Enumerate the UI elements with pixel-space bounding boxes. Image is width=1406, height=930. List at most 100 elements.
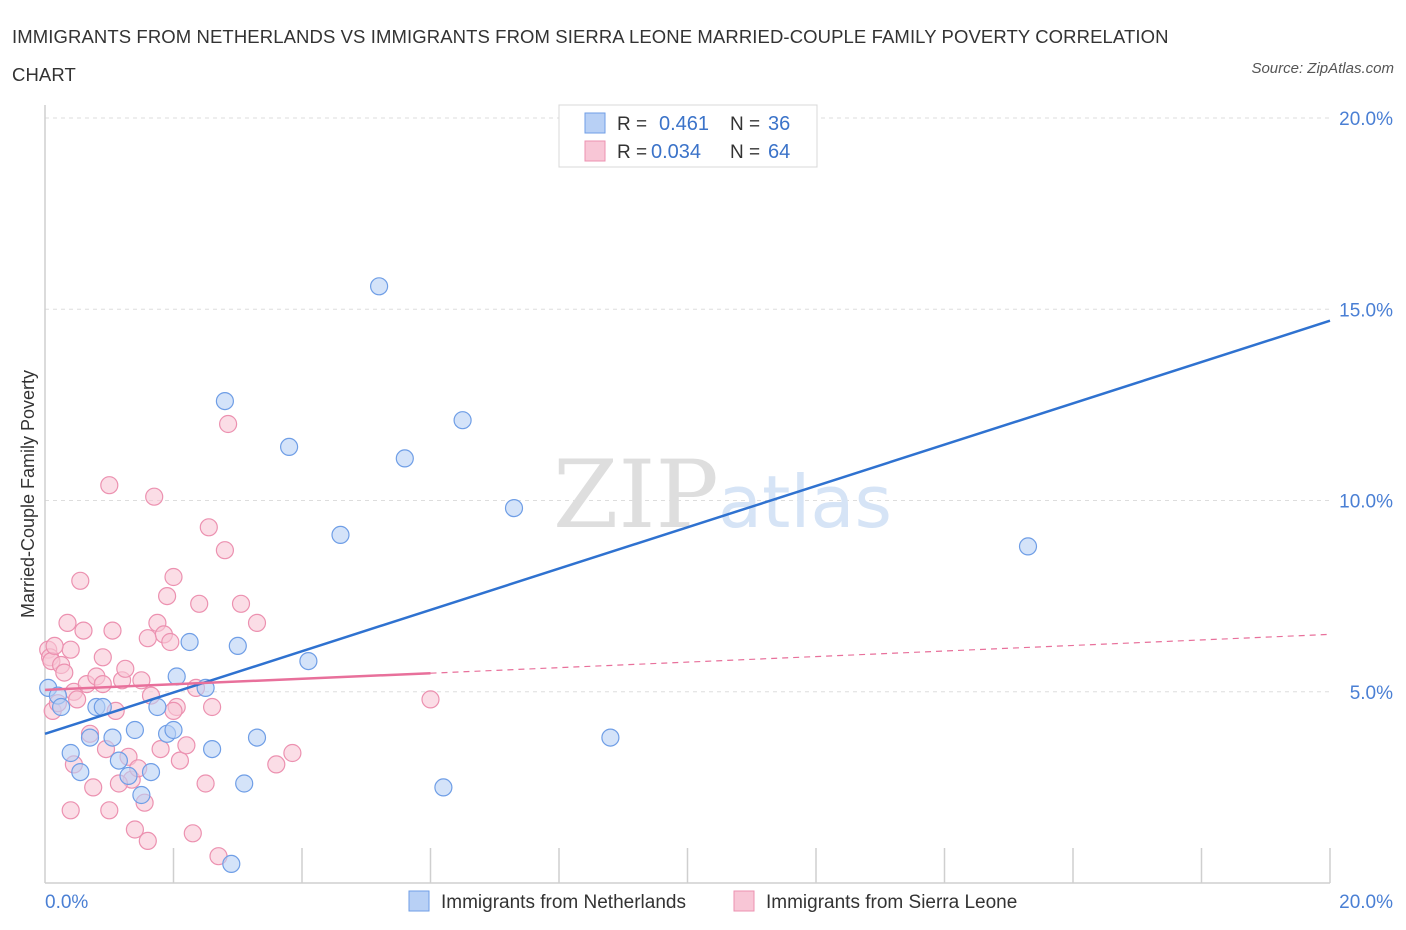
netherlands-point (167, 667, 186, 686)
sierra-point (61, 640, 80, 659)
stats-r-value-sierra-leone: 0.034 (651, 141, 701, 163)
netherlands-point (80, 728, 100, 747)
sierra-point (100, 476, 119, 495)
legend-label-netherlands: Immigrants from Netherlands (441, 892, 686, 913)
netherlands-point (247, 728, 267, 747)
chart-title: IMMIGRANTS FROM NETHERLANDS VS IMMIGRANT… (12, 26, 1169, 85)
watermark-zip: ZIP (553, 441, 719, 550)
netherlands-point (180, 632, 199, 652)
series-netherlands-points (39, 277, 1038, 874)
netherlands-point (235, 774, 254, 793)
watermark-atlas: atlas (718, 460, 892, 544)
netherlands-point (71, 762, 90, 782)
netherlands-point (109, 751, 129, 770)
stats-n-label: N = (730, 142, 760, 163)
sierra-point (190, 594, 209, 613)
sierra-point (231, 594, 251, 613)
netherlands-point (331, 525, 350, 545)
source-note: Source: ZipAtlas.com (1251, 60, 1394, 77)
stats-legend: R = 0.461 N = 36 R = 0.034 N = 64 (558, 104, 818, 168)
sierra-point (421, 690, 440, 709)
sierra-point (45, 636, 64, 656)
y-axis-tick-labels: 20.0% 15.0% 10.0% 5.0% (1339, 109, 1393, 704)
netherlands-point (132, 785, 151, 805)
sierra-point (164, 701, 183, 721)
sierra-point (161, 632, 180, 652)
legend-label-sierra-leone: Immigrants from Sierra Leone (766, 892, 1017, 913)
stats-n-label: N = (730, 114, 760, 135)
stats-swatch-netherlands (584, 112, 606, 134)
sierra-point (215, 541, 234, 560)
netherlands-point (148, 697, 167, 717)
netherlands-point (103, 728, 122, 747)
y-tick-label: 15.0% (1339, 300, 1393, 321)
sierra-point (145, 487, 164, 506)
y-tick-label: 10.0% (1339, 492, 1393, 513)
watermark: ZIP atlas (553, 441, 892, 550)
sierra-point (158, 586, 177, 606)
sierra-point (247, 613, 267, 633)
sierra-point (58, 613, 77, 633)
stats-r-value-netherlands: 0.461 (659, 113, 709, 135)
netherlands-point (61, 743, 80, 763)
sierra-point (125, 820, 144, 839)
stats-r-label: R = (617, 114, 647, 135)
stats-swatch-sierra-leone (584, 140, 606, 162)
sierra-point (283, 743, 302, 763)
sierra-point (219, 414, 238, 434)
netherlands-point (119, 766, 138, 786)
netherlands-point (1018, 537, 1038, 556)
sierra-trend-line-dashed (430, 633, 1331, 674)
sierra-point (116, 659, 135, 678)
sierra-point (100, 801, 119, 820)
sierra-point (203, 697, 222, 717)
netherlands-point (125, 720, 144, 740)
netherlands-point (203, 739, 222, 759)
netherlands-point (164, 720, 183, 740)
sierra-trend-line (44, 671, 431, 692)
netherlands-point (395, 449, 414, 468)
sierra-point (138, 831, 157, 851)
sierra-point (74, 621, 93, 640)
netherlands-point (601, 728, 620, 747)
netherlands-point (299, 651, 318, 671)
x-tick-label-min: 0.0% (45, 892, 88, 913)
netherlands-point (434, 778, 453, 797)
sierra-point (196, 774, 215, 793)
x-tick-label-max: 20.0% (1339, 892, 1393, 913)
stats-n-value-sierra-leone: 64 (768, 141, 790, 163)
sierra-point (67, 690, 87, 709)
sierra-point (267, 755, 286, 774)
legend-swatch-netherlands (408, 890, 430, 912)
netherlands-point (453, 411, 472, 430)
sierra-point (55, 663, 74, 682)
sierra-point (93, 674, 112, 694)
netherlands-point (51, 697, 71, 717)
series-legend: Immigrants from Netherlands Immigrants f… (408, 890, 1017, 913)
sierra-point (93, 648, 112, 667)
sierra-point (138, 629, 157, 648)
sierra-point (61, 801, 80, 820)
netherlands-point (280, 437, 299, 456)
sierra-point (71, 571, 90, 590)
trend-lines (44, 319, 1331, 736)
y-tick-label: 5.0% (1350, 683, 1393, 704)
sierra-point (199, 518, 218, 537)
netherlands-point (141, 762, 161, 782)
y-tick-label: 20.0% (1339, 109, 1393, 130)
netherlands-point (215, 392, 234, 411)
netherlands-trend-line (44, 319, 1331, 736)
sierra-point (103, 621, 122, 640)
netherlands-point (222, 854, 241, 874)
sierra-point (151, 739, 170, 759)
stats-n-value-netherlands: 36 (768, 113, 790, 135)
legend-swatch-sierra-leone (733, 890, 755, 912)
stats-r-label: R = (617, 142, 647, 163)
netherlands-point (370, 277, 389, 296)
sierra-point (84, 778, 103, 797)
y-axis-title: Married-Couple Family Poverty (18, 370, 38, 618)
sierra-point (177, 736, 196, 755)
netherlands-point (228, 636, 247, 656)
netherlands-point (504, 499, 524, 518)
